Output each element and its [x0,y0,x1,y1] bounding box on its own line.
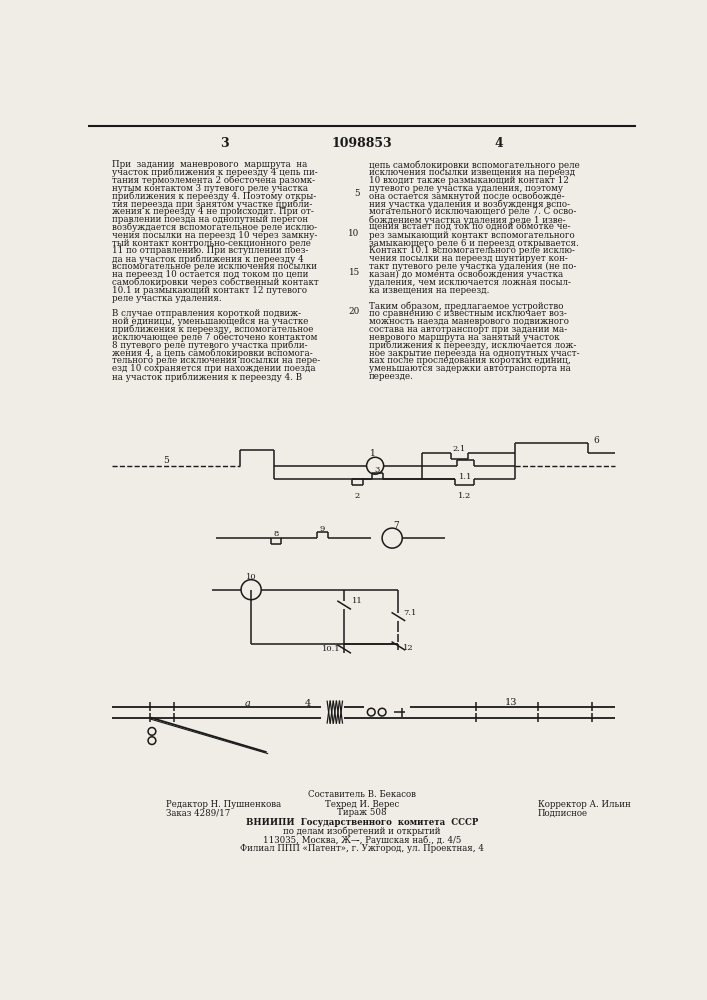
Text: 3: 3 [220,137,228,150]
Text: a: a [245,699,250,708]
Text: 113035, Москва, Ж—̵, Раушская наб., д. 4/5: 113035, Москва, Ж—̵, Раушская наб., д. 4… [263,835,461,845]
Text: Редактор Н. Пушненкова: Редактор Н. Пушненкова [166,800,281,809]
Text: путевого реле участка удаления, поэтому: путевого реле участка удаления, поэтому [369,184,563,193]
Text: Тираж 508: Тираж 508 [337,808,387,817]
Text: 2.1: 2.1 [453,445,466,453]
Text: тельного реле исключения посылки на пере-: тельного реле исключения посылки на пере… [112,356,320,365]
Text: неврового маршрута на занятый участок: неврового маршрута на занятый участок [369,333,559,342]
Text: 15: 15 [349,268,360,277]
Text: переезде.: переезде. [369,372,414,381]
Text: 10: 10 [246,573,257,581]
Text: участок приближения к переезду 4 цепь пи-: участок приближения к переезду 4 цепь пи… [112,168,317,177]
Text: рез замыкающий контакт вспомогательного: рез замыкающий контакт вспомогательного [369,231,575,240]
Text: уменьшаются задержки автотранспорта на: уменьшаются задержки автотранспорта на [369,364,571,373]
Text: приближения к переезду 4. Поэтому откры-: приближения к переезду 4. Поэтому откры- [112,191,316,201]
Text: бождением участка удаления реле 1 изве-: бождением участка удаления реле 1 изве- [369,215,566,225]
Text: 1: 1 [370,449,375,458]
Text: Составитель В. Бекасов: Составитель В. Бекасов [308,790,416,799]
Text: удаления, чем исключается ложная посыл-: удаления, чем исключается ложная посыл- [369,278,571,287]
Text: 8: 8 [273,530,279,538]
Text: исключающее реле 7 обесточено контактом: исключающее реле 7 обесточено контактом [112,333,317,342]
Text: по делам изобретений и открытий: по делам изобретений и открытий [284,827,440,836]
Text: тания термоэлемента 2 обесточена разомк-: тания термоэлемента 2 обесточена разомк- [112,176,315,185]
Text: могательного исключающего реле 7. С осво-: могательного исключающего реле 7. С осво… [369,207,576,216]
Text: 4: 4 [305,699,311,708]
Text: 11: 11 [352,597,363,605]
Text: состава на автотранспорт при задании ма-: состава на автотранспорт при задании ма- [369,325,567,334]
Text: можность наезда маневрового подвижного: можность наезда маневрового подвижного [369,317,569,326]
Text: ках после проследования коротких единиц,: ках после проследования коротких единиц, [369,356,571,365]
Text: Контакт 10.1 вспомогательного реле исклю-: Контакт 10.1 вспомогательного реле исклю… [369,246,575,255]
Text: такт путевого реле участка удаления (не по-: такт путевого реле участка удаления (не … [369,262,576,271]
Text: вспомогательное реле исключения посылки: вспомогательное реле исключения посылки [112,262,317,271]
Text: чения посылки на переезд 10 через замкну-: чения посылки на переезд 10 через замкну… [112,231,317,240]
Text: ния участка удаления и возбуждения вспо-: ния участка удаления и возбуждения вспо- [369,199,570,209]
Text: 20: 20 [349,307,360,316]
Text: ка извещения на переезд.: ка извещения на переезд. [369,286,489,295]
Text: на участок приближения к переезду 4. В: на участок приближения к переезду 4. В [112,372,302,382]
Text: 1.2: 1.2 [457,492,471,500]
Text: на переезд 10 остается под током по цепи: на переезд 10 остается под током по цепи [112,270,308,279]
Text: 10.1 и размыкающий контакт 12 путевого: 10.1 и размыкающий контакт 12 путевого [112,286,307,295]
Text: 5: 5 [354,189,360,198]
Text: Филиал ППП «Патент», г. Ужгород, ул. Проектная, 4: Филиал ППП «Патент», г. Ужгород, ул. Про… [240,844,484,853]
Text: Таким образом, предлагаемое устройство: Таким образом, предлагаемое устройство [369,301,563,311]
Text: Подписное: Подписное [538,808,588,817]
Text: ной единицы, уменьшающейся на участке: ной единицы, уменьшающейся на участке [112,317,308,326]
Text: При  задании  маневрового  маршрута  на: При задании маневрового маршрута на [112,160,307,169]
Text: цепь самоблокировки вспомогательного реле: цепь самоблокировки вспомогательного рел… [369,160,580,170]
Text: 12: 12 [403,644,414,652]
Text: езд 10 сохраняется при нахождении поезда: езд 10 сохраняется при нахождении поезда [112,364,315,373]
Text: 3: 3 [375,466,380,474]
Text: чения посылки на переезд шунтирует кон-: чения посылки на переезд шунтирует кон- [369,254,568,263]
Text: В случае отправления короткой подвиж-: В случае отправления короткой подвиж- [112,309,300,318]
Text: тый контакт контрольно-секционного реле: тый контакт контрольно-секционного реле [112,239,310,248]
Text: 1.1: 1.1 [459,473,472,481]
Text: по сравнению с известным исключает воз-: по сравнению с известным исключает воз- [369,309,567,318]
Text: она остается замкнутой после освобожде-: она остается замкнутой после освобожде- [369,191,565,201]
Text: Техред И. Верес: Техред И. Верес [325,800,399,809]
Text: 1098853: 1098853 [332,137,392,150]
Text: 5: 5 [163,456,169,465]
Text: замыкающего реле 6 и переезд открывается.: замыкающего реле 6 и переезд открывается… [369,239,578,248]
Text: приближения к переезду, вспомогательное: приближения к переезду, вспомогательное [112,325,313,334]
Text: 10: 10 [349,229,360,238]
Text: ВНИИПИ  Государственного  комитета  СССР: ВНИИПИ Государственного комитета СССР [246,818,478,827]
Text: 10.1: 10.1 [322,645,341,653]
Text: жения к переезду 4 не происходит. При от-: жения к переезду 4 не происходит. При от… [112,207,313,216]
Text: 7: 7 [393,521,399,530]
Text: 4: 4 [495,137,503,150]
Text: Корректор А. Ильин: Корректор А. Ильин [538,800,631,809]
Text: самоблокировки через собственный контакт: самоблокировки через собственный контакт [112,278,318,287]
Text: тия переезда при занятом участке прибли-: тия переезда при занятом участке прибли- [112,199,312,209]
Text: ное закрытие переезда на однопутных участ-: ное закрытие переезда на однопутных учас… [369,349,580,358]
Text: казан) до момента освобождения участка: казан) до момента освобождения участка [369,270,563,279]
Text: 10 входит также размыкающий контакт 12: 10 входит также размыкающий контакт 12 [369,176,569,185]
Text: 13: 13 [505,698,517,707]
Text: возбуждается вспомогательное реле исклю-: возбуждается вспомогательное реле исклю- [112,223,317,232]
Text: щения встает под ток по одной обмотке че-: щения встает под ток по одной обмотке че… [369,223,571,232]
Text: 9: 9 [320,525,325,533]
Text: приближения к переезду, исключается лож-: приближения к переезду, исключается лож- [369,341,576,350]
Text: Заказ 4289/17: Заказ 4289/17 [166,808,230,817]
Text: 2: 2 [355,492,360,500]
Text: правлении поезда на однопутный перегон: правлении поезда на однопутный перегон [112,215,308,224]
Text: 7.1: 7.1 [403,609,416,617]
Text: 8 путевого реле путевого участка прибли-: 8 путевого реле путевого участка прибли- [112,341,308,350]
Text: исключения посылки извещения на переезд: исключения посылки извещения на переезд [369,168,575,177]
Text: 11 по отправлению. При вступлении поез-: 11 по отправлению. При вступлении поез- [112,246,308,255]
Text: реле участка удаления.: реле участка удаления. [112,294,221,303]
Text: 6: 6 [593,436,599,445]
Text: нутым контактом 3 путевого реле участка: нутым контактом 3 путевого реле участка [112,184,308,193]
Text: да на участок приближения к переезду 4: да на участок приближения к переезду 4 [112,254,303,264]
Text: жения 4, а цепь самоблокировки вспомога-: жения 4, а цепь самоблокировки вспомога- [112,349,312,358]
